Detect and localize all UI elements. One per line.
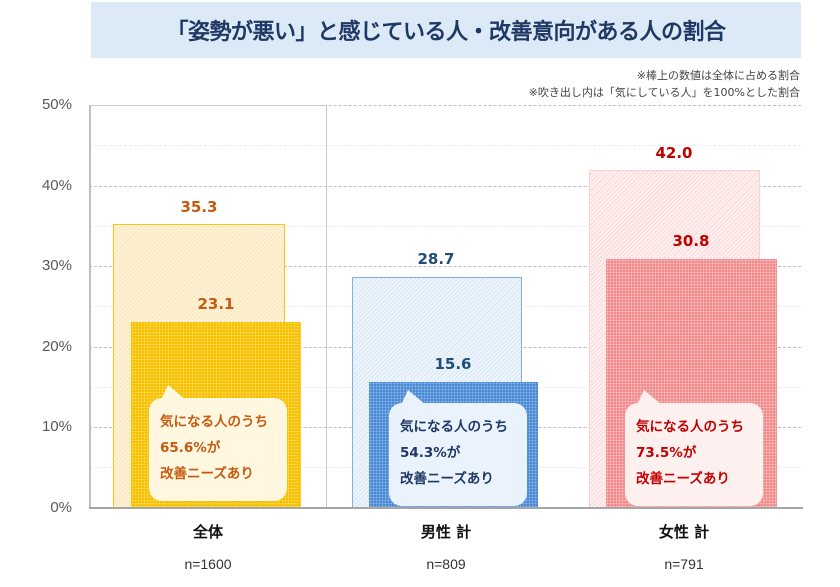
bubble-overall-line3: 改善ニーズあり [160,466,254,482]
note-bar-values: ※棒上の数値は全体に占める割合 [636,69,800,82]
value-overall-improve: 23.1 [197,295,235,313]
bubble-female-line2: 73.5%が [636,445,697,461]
bubble-male-line1: 気になる人のうち [400,419,508,435]
bubble-overall-line1: 気になる人のうち [160,414,268,430]
y-tick-20: 20% [41,338,72,355]
category-overall: 全体 [192,523,223,541]
gridline-40 [89,186,801,187]
y-tick-0: 0% [50,499,72,516]
y-tick-50: 50% [41,96,72,113]
value-female-improve: 30.8 [672,232,710,250]
value-overall-concerned: 35.3 [180,198,218,216]
y-tick-40: 40% [41,177,72,194]
category-female: 女性 計 [658,523,710,541]
chart-title-band: 「姿勢が悪い」と感じている人・改善意向がある人の割合 [91,2,801,58]
gridline-50 [89,105,801,106]
bubble-female-line3: 改善ニーズあり [636,471,730,487]
bubble-male-line3: 改善ニーズあり [400,471,494,487]
value-female-concerned: 42.0 [655,144,693,162]
bubble-female: 気になる人のうち 73.5%が 改善ニーズあり [625,390,763,506]
gridline-35 [89,226,801,227]
note-bubble-values: ※吹き出し内は「気にしている人」を100%とした割合 [528,86,800,99]
sample-size-female: n=791 [664,556,704,572]
sample-size-overall: n=1600 [184,556,232,572]
y-axis [89,105,91,508]
bubble-male: 気になる人のうち 54.3%が 改善ニーズあり [389,390,527,506]
gridline-45 [89,145,801,146]
y-tick-30: 30% [41,257,72,274]
category-male: 男性 計 [420,523,472,541]
bubble-overall: 気になる人のうち 65.6%が 改善ニーズあり [149,385,287,501]
gridline-30 [89,266,801,267]
value-male-concerned: 28.7 [417,250,455,268]
sample-size-male: n=809 [426,556,466,572]
value-male-improve: 15.6 [434,355,472,373]
x-axis-baseline [89,507,803,509]
bubble-female-line1: 気になる人のうち [636,419,744,435]
bubble-male-line2: 54.3%が [400,445,461,461]
bubble-overall-line2: 65.6%が [160,440,221,456]
y-tick-10: 10% [41,418,72,435]
overall-highlight-frame [90,105,327,508]
chart-title: 「姿勢が悪い」と感じている人・改善意向がある人の割合 [166,20,726,45]
